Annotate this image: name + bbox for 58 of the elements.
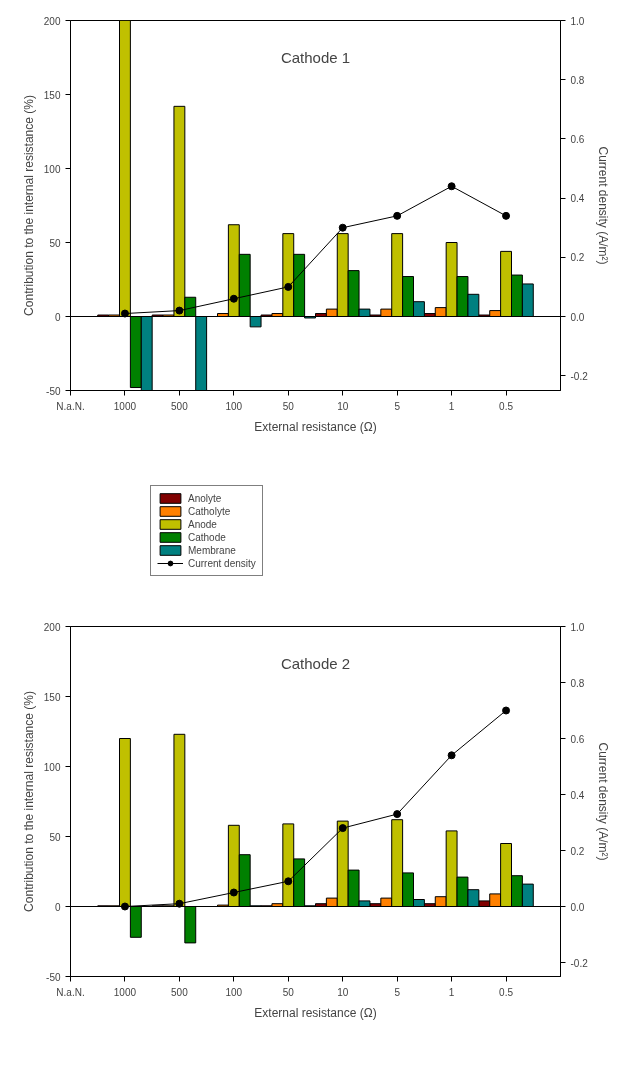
x-tick-label: 10 [337,400,349,412]
y-tick-label: -50 [46,385,61,397]
y2-tick-label: -0.2 [570,370,589,382]
y2-tick-label: 1.0 [570,15,585,27]
x-tick-label: 0.5 [499,400,514,412]
y-tick-label: 150 [43,691,61,703]
x-tick-label: 1 [448,986,455,998]
y-tick-label: 100 [43,163,61,175]
legend-label: Catholyte [188,505,231,517]
y2-tick-label: 0.8 [570,677,585,689]
x-tick-label: 500 [171,400,189,412]
y2-axis-title: Current density (A/m²) [595,742,610,861]
y-tick-label: 200 [43,621,61,633]
y-axis-title: Contribution to the internal resistance (%) [21,95,36,316]
legend-label: Cathode [188,531,226,543]
legend-label: Anolyte [188,492,222,504]
x-tick-label: 50 [282,400,295,412]
y2-tick-label: 0.0 [570,311,585,323]
x-axis-title: External resistance (Ω) [254,419,377,434]
y2-tick-label: 0.6 [570,733,585,745]
y2-tick-label: 0.4 [570,789,585,801]
x-tick-label: 50 [282,986,295,998]
y2-tick-label: -0.2 [570,957,589,969]
y-tick-label: 50 [49,237,61,249]
y-tick-label: 50 [49,831,61,843]
y2-axis-title: Current density (A/m²) [595,146,610,265]
legend-label: Anode [188,518,217,530]
x-tick-label: N.a.N. [56,986,85,998]
y2-tick-label: 0.0 [570,901,585,913]
y-tick-label: 0 [54,901,61,913]
y-tick-label: 200 [43,15,61,27]
x-tick-label: 100 [225,986,243,998]
text: Cathode 2 [280,654,351,672]
x-tick-label: N.a.N. [56,400,85,412]
y-axis-title: Contribution to the internal resistance (%) [21,691,36,912]
x-tick-label: 10 [337,986,349,998]
x-tick-label: 100 [225,400,243,412]
y2-tick-label: 1.0 [570,621,585,633]
y-tick-label: 150 [43,89,61,101]
y2-tick-label: 0.2 [570,845,585,857]
x-tick-label: 5 [394,400,401,412]
legend-label: Current density [188,557,256,569]
x-tick-label: 500 [171,986,189,998]
y2-tick-label: 0.4 [570,193,585,205]
y-tick-label: -50 [46,971,61,983]
y-tick-label: 100 [43,761,61,773]
x-tick-label: 0.5 [499,986,514,998]
x-tick-label: 5 [394,986,401,998]
x-tick-label: 1000 [113,986,137,998]
y2-tick-label: 0.6 [570,133,585,145]
legend-label: Membrane [188,544,236,556]
y2-tick-label: 0.2 [570,252,585,264]
x-axis-title: External resistance (Ω) [254,1005,377,1020]
y2-tick-label: 0.8 [570,74,585,86]
x-tick-label: 1000 [113,400,137,412]
x-tick-label: 1 [448,400,455,412]
text: Cathode 1 [280,48,351,66]
y-tick-label: 0 [54,311,61,323]
